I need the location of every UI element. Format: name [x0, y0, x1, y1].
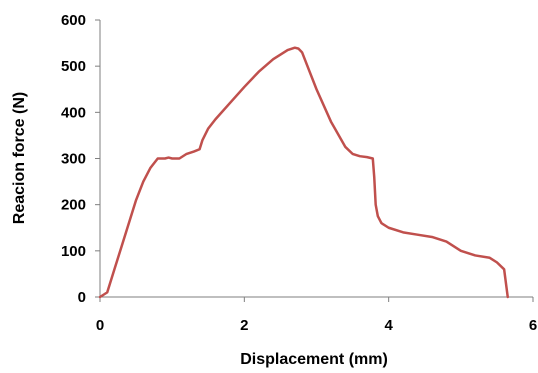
x-tick-label: 0 — [96, 317, 104, 334]
y-tick-label: 0 — [78, 289, 86, 306]
series-layer — [98, 46, 509, 299]
y-tick-label: 600 — [61, 12, 86, 29]
x-tick-label: 4 — [384, 317, 393, 334]
x-axis-title: Displacement (mm) — [240, 351, 388, 368]
y-tick-label: 500 — [61, 58, 86, 75]
y-tick-label: 400 — [61, 104, 86, 121]
y-axis-ticks: 0 100 200 300 400 500 600 — [61, 12, 100, 306]
y-tick-label: 300 — [61, 151, 86, 168]
y-tick-label: 100 — [61, 243, 86, 260]
x-tick-label: 6 — [529, 317, 537, 334]
y-axis-title: Reacion force (N) — [11, 92, 28, 224]
x-axis-ticks: 0 2 4 6 — [96, 297, 537, 334]
y-tick-label: 200 — [61, 197, 86, 214]
series-line-0 — [98, 46, 509, 299]
x-tick-label: 2 — [240, 317, 248, 334]
